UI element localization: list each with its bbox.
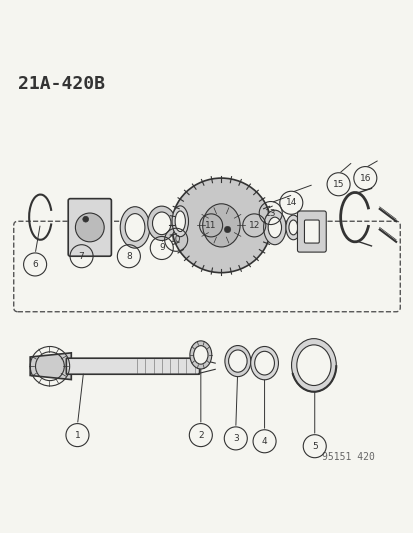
Ellipse shape — [254, 351, 274, 375]
Ellipse shape — [152, 212, 171, 235]
Text: 6: 6 — [32, 260, 38, 269]
Ellipse shape — [147, 206, 176, 240]
Ellipse shape — [263, 210, 285, 245]
Text: 13: 13 — [264, 208, 276, 217]
Text: 3: 3 — [233, 434, 238, 443]
Ellipse shape — [285, 215, 300, 240]
Text: 4: 4 — [261, 437, 267, 446]
FancyBboxPatch shape — [297, 211, 325, 252]
Ellipse shape — [296, 345, 330, 385]
Ellipse shape — [172, 206, 188, 237]
Ellipse shape — [228, 350, 247, 372]
Ellipse shape — [291, 338, 335, 392]
Ellipse shape — [125, 214, 145, 241]
Ellipse shape — [288, 220, 297, 235]
Circle shape — [83, 216, 88, 222]
Text: 7: 7 — [78, 252, 84, 261]
Text: 10: 10 — [170, 235, 181, 244]
FancyBboxPatch shape — [304, 220, 318, 243]
Text: 1: 1 — [74, 431, 80, 440]
Ellipse shape — [190, 341, 211, 369]
Text: 15: 15 — [332, 180, 344, 189]
Ellipse shape — [202, 204, 240, 247]
FancyBboxPatch shape — [68, 199, 111, 256]
Circle shape — [224, 226, 230, 233]
Text: 5: 5 — [311, 442, 317, 451]
Text: 95151 420: 95151 420 — [321, 452, 374, 462]
Text: 11: 11 — [205, 221, 216, 230]
Ellipse shape — [224, 345, 250, 377]
Text: 21A-420B: 21A-420B — [18, 75, 104, 93]
FancyBboxPatch shape — [66, 358, 199, 374]
Ellipse shape — [175, 211, 185, 231]
Text: 16: 16 — [359, 174, 370, 183]
Text: 2: 2 — [197, 431, 203, 440]
Text: 14: 14 — [285, 198, 296, 207]
Ellipse shape — [171, 178, 271, 273]
Text: 9: 9 — [159, 244, 164, 253]
Ellipse shape — [120, 207, 150, 248]
Text: 12: 12 — [248, 221, 259, 230]
Text: 8: 8 — [126, 252, 131, 261]
Circle shape — [75, 213, 104, 242]
Polygon shape — [30, 353, 71, 379]
Ellipse shape — [193, 346, 207, 364]
Ellipse shape — [268, 217, 281, 238]
Ellipse shape — [250, 346, 278, 380]
